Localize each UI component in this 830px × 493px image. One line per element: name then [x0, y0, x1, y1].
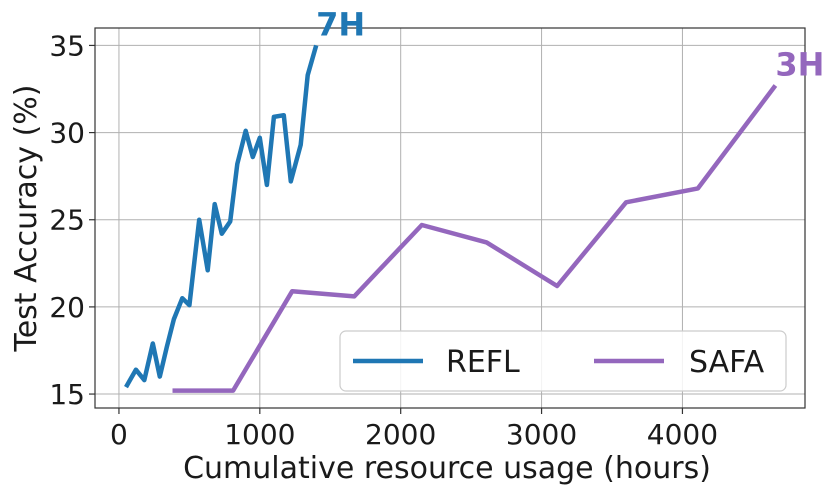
y-tick-label: 15 — [49, 378, 85, 411]
plot-frame — [94, 27, 806, 409]
y-tick-label: 35 — [49, 29, 85, 62]
x-tick-label: 4000 — [647, 418, 718, 451]
grid-lines — [95, 28, 805, 408]
legend-label-refl: REFL — [446, 345, 520, 380]
series-lines — [124, 44, 778, 393]
series-line-refl — [124, 44, 319, 389]
y-tick-label: 25 — [49, 204, 85, 237]
series-end-labels: 7H 3H — [316, 5, 824, 83]
y-axis-ticks: 15 20 25 30 35 — [49, 29, 95, 411]
series-line-safa — [172, 84, 778, 393]
legend-label-safa: SAFA — [689, 345, 765, 380]
legend-box — [339, 330, 787, 392]
legend: REFL SAFA — [339, 330, 787, 392]
x-tick-label: 0 — [110, 418, 128, 451]
x-tick-label: 2000 — [365, 418, 436, 451]
end-label-safa: 3H — [775, 46, 824, 84]
x-axis-ticks: 0 1000 2000 3000 4000 — [110, 408, 718, 451]
y-tick-label: 30 — [49, 117, 85, 150]
x-axis-title: Cumulative resource usage (hours) — [183, 451, 711, 486]
x-tick-label: 1000 — [224, 418, 295, 451]
end-label-refl: 7H — [316, 5, 365, 43]
x-tick-label: 3000 — [506, 418, 577, 451]
y-tick-label: 20 — [49, 291, 85, 324]
y-axis-title: Test Accuracy (%) — [9, 84, 44, 352]
